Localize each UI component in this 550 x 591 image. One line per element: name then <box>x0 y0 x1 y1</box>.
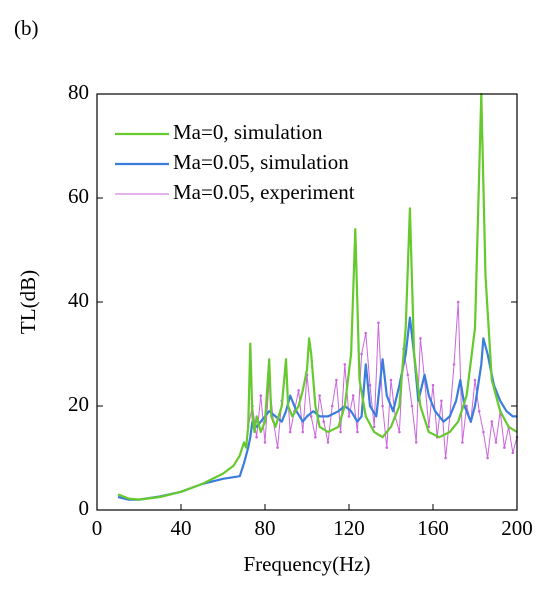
data-point <box>419 337 422 340</box>
x-tick-label: 160 <box>417 516 449 540</box>
data-point <box>414 441 418 444</box>
data-point <box>381 404 384 408</box>
data-point <box>330 404 334 408</box>
data-point <box>490 420 494 423</box>
data-point <box>486 456 489 460</box>
legend-label: Ma=0, simulation <box>173 120 323 144</box>
plot-frame <box>96 93 518 511</box>
data-point <box>351 394 355 397</box>
data-point <box>322 420 326 423</box>
x-tick-label: 0 <box>92 516 103 540</box>
data-point <box>440 399 443 403</box>
x-tick-label: 120 <box>333 516 365 540</box>
data-point <box>255 435 258 439</box>
data-point <box>465 404 468 408</box>
series-line <box>117 92 518 501</box>
data-point <box>473 378 477 382</box>
series-line <box>117 316 517 501</box>
data-point <box>444 456 447 460</box>
y-axis-label: TL(dB) <box>16 270 40 334</box>
panel-label: (b) <box>14 16 39 40</box>
data-point <box>482 430 485 434</box>
data-point <box>314 435 317 439</box>
data-point <box>511 451 515 455</box>
data-point <box>288 430 292 434</box>
data-point <box>456 300 460 304</box>
data-point <box>385 446 389 449</box>
y-tick-label: 20 <box>68 392 89 416</box>
legend-label: Ma=0.05, simulation <box>173 150 349 174</box>
data-point <box>347 415 351 418</box>
data-point <box>360 352 363 356</box>
data-point <box>364 331 368 335</box>
data-point <box>410 404 414 408</box>
data-point <box>494 441 498 444</box>
y-tick-label: 40 <box>68 288 89 312</box>
data-point <box>343 363 347 366</box>
data-point <box>356 430 359 434</box>
data-point <box>309 415 313 418</box>
x-axis-label: Frequency(Hz) <box>243 552 370 576</box>
x-tick-label: 40 <box>171 516 192 540</box>
data-point <box>259 394 263 397</box>
data-point <box>452 363 456 366</box>
data-point <box>335 378 338 382</box>
y-tick-label: 0 <box>79 496 90 520</box>
y-tick-label: 60 <box>68 184 89 208</box>
x-tick-label: 200 <box>501 516 533 540</box>
data-point <box>263 441 267 444</box>
data-point <box>276 446 279 449</box>
data-point <box>406 373 410 377</box>
data-point <box>326 441 330 444</box>
y-tick-label: 80 <box>68 80 89 104</box>
x-tick-label: 80 <box>255 516 276 540</box>
data-point <box>318 394 321 397</box>
data-point <box>377 321 380 325</box>
legend-label: Ma=0.05, experiment <box>173 180 355 204</box>
data-point <box>339 430 342 434</box>
data-point <box>389 378 393 382</box>
data-point <box>372 425 376 429</box>
data-point <box>461 441 464 444</box>
data-point <box>477 409 481 413</box>
data-point <box>368 383 372 387</box>
data-point <box>431 383 435 387</box>
data-point <box>398 430 401 434</box>
data-point <box>297 389 300 392</box>
data-point <box>301 430 305 434</box>
data-point <box>503 446 506 449</box>
series-line <box>247 301 518 459</box>
